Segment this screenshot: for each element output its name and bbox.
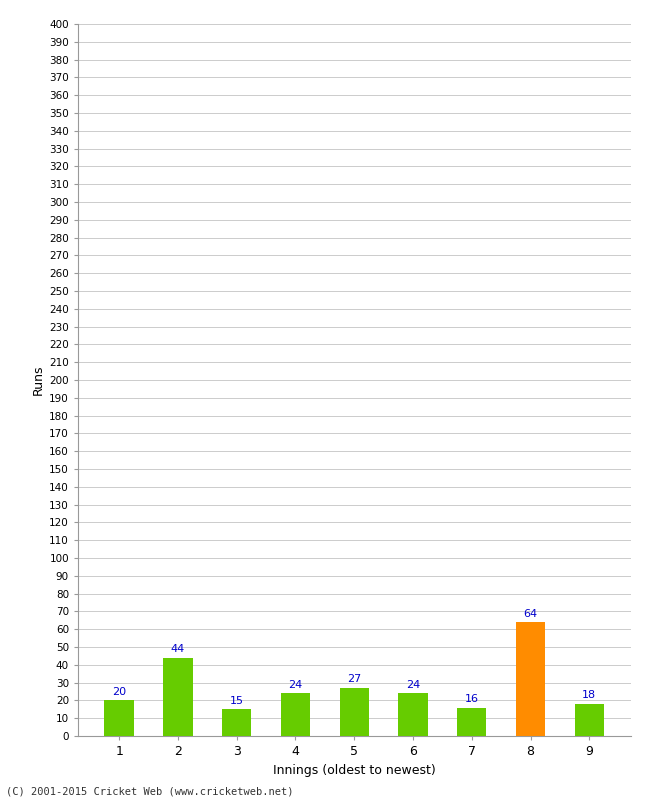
Text: 15: 15 bbox=[229, 696, 244, 706]
Bar bbox=[457, 707, 486, 736]
Text: (C) 2001-2015 Cricket Web (www.cricketweb.net): (C) 2001-2015 Cricket Web (www.cricketwe… bbox=[6, 786, 294, 796]
Bar bbox=[398, 694, 428, 736]
Text: 64: 64 bbox=[523, 609, 538, 618]
Bar bbox=[163, 658, 192, 736]
Bar bbox=[516, 622, 545, 736]
X-axis label: Innings (oldest to newest): Innings (oldest to newest) bbox=[273, 763, 436, 777]
Text: 20: 20 bbox=[112, 687, 126, 697]
Text: 44: 44 bbox=[171, 644, 185, 654]
Bar bbox=[575, 704, 604, 736]
Bar bbox=[281, 694, 310, 736]
Bar bbox=[222, 710, 252, 736]
Text: 24: 24 bbox=[406, 680, 420, 690]
Text: 16: 16 bbox=[465, 694, 479, 704]
Text: 27: 27 bbox=[347, 674, 361, 684]
Y-axis label: Runs: Runs bbox=[32, 365, 45, 395]
Bar bbox=[105, 701, 134, 736]
Bar bbox=[339, 688, 369, 736]
Text: 18: 18 bbox=[582, 690, 597, 701]
Text: 24: 24 bbox=[289, 680, 303, 690]
